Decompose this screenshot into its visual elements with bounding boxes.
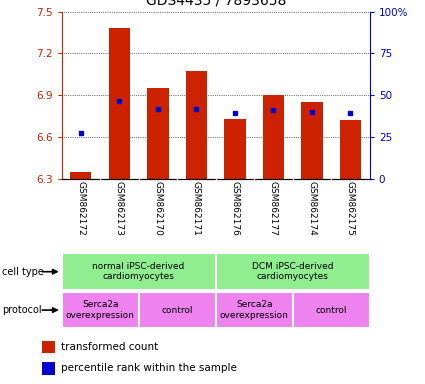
Bar [340,120,361,179]
Bar [186,71,207,179]
Text: GSM862177: GSM862177 [269,181,278,236]
Text: protocol: protocol [2,305,42,315]
Title: GDS4435 / 7893658: GDS4435 / 7893658 [145,0,286,8]
Text: transformed count: transformed count [61,342,158,352]
Text: percentile rank within the sample: percentile rank within the sample [61,363,237,373]
Bar [301,102,323,179]
Bar [62,292,139,328]
Bar [215,292,293,328]
Text: GSM862170: GSM862170 [153,181,162,236]
Text: control: control [162,306,193,314]
Text: Serca2a
overexpression: Serca2a overexpression [220,300,289,320]
Bar [263,95,284,179]
Bar [139,292,215,328]
Text: GSM862176: GSM862176 [230,181,239,236]
Bar [62,253,215,290]
Bar [224,119,246,179]
Bar [147,88,168,179]
Bar [293,292,370,328]
Text: control: control [315,306,347,314]
Bar [42,341,55,353]
Text: normal iPSC-derived
cardiomyocytes: normal iPSC-derived cardiomyocytes [93,262,185,281]
Text: GSM862172: GSM862172 [76,181,85,235]
Text: DCM iPSC-derived
cardiomyocytes: DCM iPSC-derived cardiomyocytes [252,262,334,281]
Bar [215,253,370,290]
Text: GSM862174: GSM862174 [307,181,317,235]
Bar [70,172,91,179]
Text: cell type: cell type [2,266,44,277]
Text: GSM862175: GSM862175 [346,181,355,236]
Text: Serca2a
overexpression: Serca2a overexpression [66,300,135,320]
Bar [109,28,130,179]
Text: GSM862171: GSM862171 [192,181,201,236]
Bar [42,362,55,375]
Text: GSM862173: GSM862173 [115,181,124,236]
